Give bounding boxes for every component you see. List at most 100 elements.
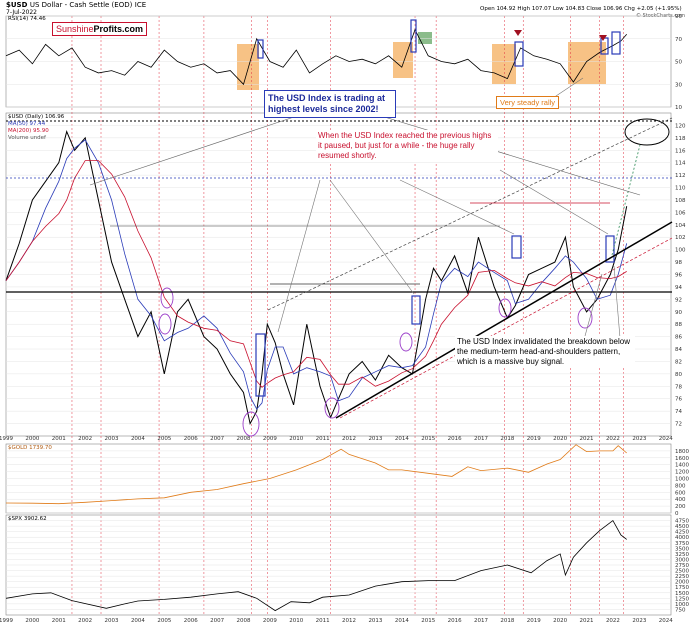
rsi-legend: RSI(14) 74.46 xyxy=(8,16,46,22)
y-tick-label: 120 xyxy=(675,123,686,129)
x-tick-label: 2000 xyxy=(25,618,39,624)
y-tick-label: 200 xyxy=(675,504,686,510)
y-tick-label: 82 xyxy=(675,359,682,365)
y-tick-label: 114 xyxy=(675,161,686,167)
chart-date: 7-Jul-2022 xyxy=(6,9,37,16)
x-tick-label: 2005 xyxy=(157,618,171,624)
y-tick-label: 1250 xyxy=(675,596,689,602)
rsi-highlight-2008 xyxy=(237,44,259,90)
y-tick-label: 3750 xyxy=(675,541,689,547)
x-tick-label: 2001 xyxy=(52,618,66,624)
circle-2014 xyxy=(399,332,413,352)
y-tick-label: 84 xyxy=(675,347,682,353)
ma50-line xyxy=(5,139,628,410)
x-tick-label: 2010 xyxy=(289,436,303,442)
y-tick-label: 80 xyxy=(675,372,682,378)
circle-2008 xyxy=(242,411,260,437)
x-tick-label: 2004 xyxy=(131,436,145,442)
rsi-green-peak xyxy=(418,32,432,44)
y-tick-label: 2000 xyxy=(675,580,689,586)
y-tick-label: 3250 xyxy=(675,552,689,558)
annotation-head-and-shoulders: The USD Index invalidated the breakdown … xyxy=(455,336,635,368)
circle-2004 xyxy=(160,287,174,309)
x-tick-label: 2012 xyxy=(342,436,356,442)
exchange-name: ICE xyxy=(134,1,147,9)
usd-box-2018 xyxy=(511,235,522,259)
usd-box-2014 xyxy=(411,295,421,325)
pointer-2b xyxy=(329,179,415,295)
x-tick-label: 2024 xyxy=(659,436,673,442)
rsi-box-2018 xyxy=(514,41,524,67)
rsi-down-arrow-1 xyxy=(514,30,522,36)
x-tick-label: 2018 xyxy=(500,618,514,624)
x-tick-label: 2009 xyxy=(263,436,277,442)
rsi-box-2014 xyxy=(410,19,417,53)
x-tick-label: 2019 xyxy=(527,618,541,624)
x-tick-label: 2020 xyxy=(553,618,567,624)
y-tick-label: 30 xyxy=(675,82,682,88)
ohlc-readout: Open 104.92 High 107.07 Low 104.83 Close… xyxy=(480,6,682,12)
y-tick-label: 0 xyxy=(675,511,679,517)
x-tick-label: 2016 xyxy=(448,436,462,442)
x-tick-label: 2000 xyxy=(25,436,39,442)
x-tick-label: 2008 xyxy=(237,618,251,624)
x-tick-label: 2006 xyxy=(184,618,198,624)
rsi-box-2008 xyxy=(257,39,264,59)
y-tick-label: 4500 xyxy=(675,524,689,530)
series-line-0 xyxy=(5,28,628,86)
x-tick-label: 2022 xyxy=(606,436,620,442)
y-tick-label: 92 xyxy=(675,297,682,303)
x-tick-label: 2008 xyxy=(237,436,251,442)
x-tick-label: 2022 xyxy=(606,618,620,624)
y-tick-label: 50 xyxy=(675,60,682,66)
y-tick-label: 4250 xyxy=(675,530,689,536)
x-tick-label: 2005 xyxy=(157,436,171,442)
y-tick-label: 2250 xyxy=(675,574,689,580)
lower-red-channel xyxy=(339,237,673,419)
y-tick-label: 4000 xyxy=(675,535,689,541)
x-tick-label: 1999 xyxy=(0,618,13,624)
y-tick-label: 3000 xyxy=(675,557,689,563)
y-tick-label: 800 xyxy=(675,483,686,489)
y-tick-label: 78 xyxy=(675,384,682,390)
y-tick-label: 86 xyxy=(675,335,682,341)
pointer-1a xyxy=(377,114,641,196)
y-tick-label: 100 xyxy=(675,248,686,254)
y-tick-label: 750 xyxy=(675,607,686,613)
y-tick-label: 108 xyxy=(675,198,686,204)
x-tick-label: 2012 xyxy=(342,618,356,624)
target-ellipse xyxy=(624,118,670,146)
x-tick-label: 2006 xyxy=(184,436,198,442)
pointer-3b xyxy=(613,265,621,339)
brand-logo: SunshineProfits.com xyxy=(52,22,148,36)
y-tick-label: 1400 xyxy=(675,463,689,469)
y-tick-label: 102 xyxy=(675,235,686,241)
x-tick-label: 2003 xyxy=(105,436,119,442)
y-tick-label: 90 xyxy=(675,14,682,20)
tick-labels: 10 30 50 70 90 72 74 76 78 80 82 84 86 88 90 92 94 96 98 10… xyxy=(0,14,689,624)
y-tick-label: 116 xyxy=(675,148,686,154)
x-tick-label: 2023 xyxy=(632,436,646,442)
y-tick-label: 70 xyxy=(675,37,682,43)
x-tick-label: 2017 xyxy=(474,618,488,624)
rsi-highlight-2014 xyxy=(393,42,413,78)
series-line-2 xyxy=(5,444,627,505)
y-tick-label: 76 xyxy=(675,397,682,403)
x-tick-label: 2021 xyxy=(580,436,594,442)
y-tick-label: 10 xyxy=(675,105,682,111)
rsi-down-arrow-2 xyxy=(599,35,607,41)
y-tick-label: 1600 xyxy=(675,456,689,462)
x-tick-label: 2015 xyxy=(421,436,435,442)
green-dotted-projection xyxy=(611,144,641,256)
series-lines xyxy=(5,28,628,612)
x-tick-label: 2020 xyxy=(553,436,567,442)
circle-2005 xyxy=(158,313,172,335)
rsi-box-2022b xyxy=(611,31,621,55)
pointer-2d xyxy=(499,169,609,235)
x-tick-label: 2004 xyxy=(131,618,145,624)
y-tick-label: 112 xyxy=(675,173,686,179)
upper-dashed-channel xyxy=(267,117,673,311)
ma50-legend: MA(50) 97.44 xyxy=(8,121,46,127)
y-tick-label: 118 xyxy=(675,136,686,142)
y-tick-label: 98 xyxy=(675,260,682,266)
